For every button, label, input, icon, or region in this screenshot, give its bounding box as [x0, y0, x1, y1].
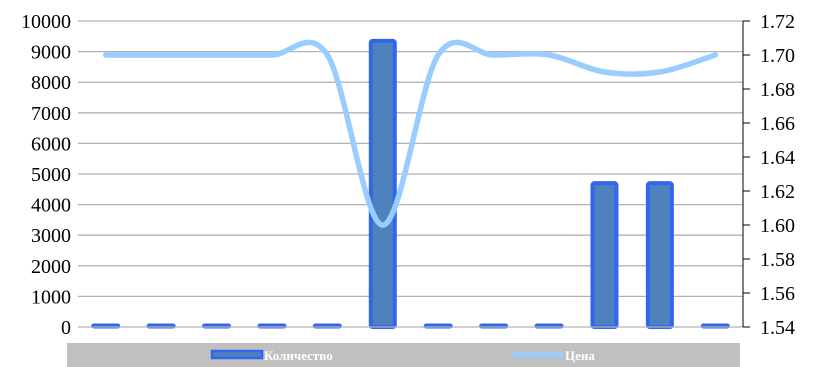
right-tick-label: 1.66 [760, 113, 795, 135]
legend-label-quantity: Количество [264, 348, 333, 363]
left-tick-label: 9000 [31, 42, 71, 64]
right-tick-label: 1.70 [760, 45, 795, 67]
price-line [102, 39, 719, 228]
line-series-price [102, 39, 719, 228]
left-tick-label: 8000 [31, 72, 71, 94]
bar [645, 181, 674, 329]
bar [368, 38, 397, 329]
right-tick-label: 1.62 [760, 181, 795, 203]
bar [590, 181, 619, 329]
legend-background [67, 343, 740, 367]
bar-series-quantity [91, 38, 730, 329]
legend-swatch-quantity [210, 349, 264, 360]
right-tick-label: 1.60 [760, 215, 795, 237]
left-tick-label: 5000 [31, 164, 71, 186]
left-tick-label: 7000 [31, 103, 71, 125]
left-tick-label: 3000 [31, 225, 71, 247]
right-tick-label: 1.72 [760, 11, 795, 33]
right-tick-label: 1.64 [760, 147, 795, 169]
left-tick-label: 10000 [21, 11, 71, 33]
right-axis-ticks: 1.54 1.56 1.58 1.60 1.62 1.64 1.66 1.68 1.70 1.72 [743, 11, 795, 339]
left-tick-label: 6000 [31, 133, 71, 155]
legend: Количество Цена [67, 343, 740, 367]
right-tick-label: 1.58 [760, 249, 795, 271]
left-tick-label: 0 [61, 317, 71, 339]
left-axis-ticks: 0 1000 2000 3000 4000 5000 6000 7000 8000 9000 100… [21, 11, 71, 339]
left-tick-label: 2000 [31, 256, 71, 278]
left-tick-label: 1000 [31, 286, 71, 308]
right-tick-label: 1.68 [760, 79, 795, 101]
left-tick-label: 4000 [31, 195, 71, 217]
axes [78, 21, 744, 328]
legend-label-price: Цена [565, 348, 595, 363]
right-tick-label: 1.56 [760, 283, 795, 305]
right-tick-label: 1.54 [760, 317, 795, 339]
